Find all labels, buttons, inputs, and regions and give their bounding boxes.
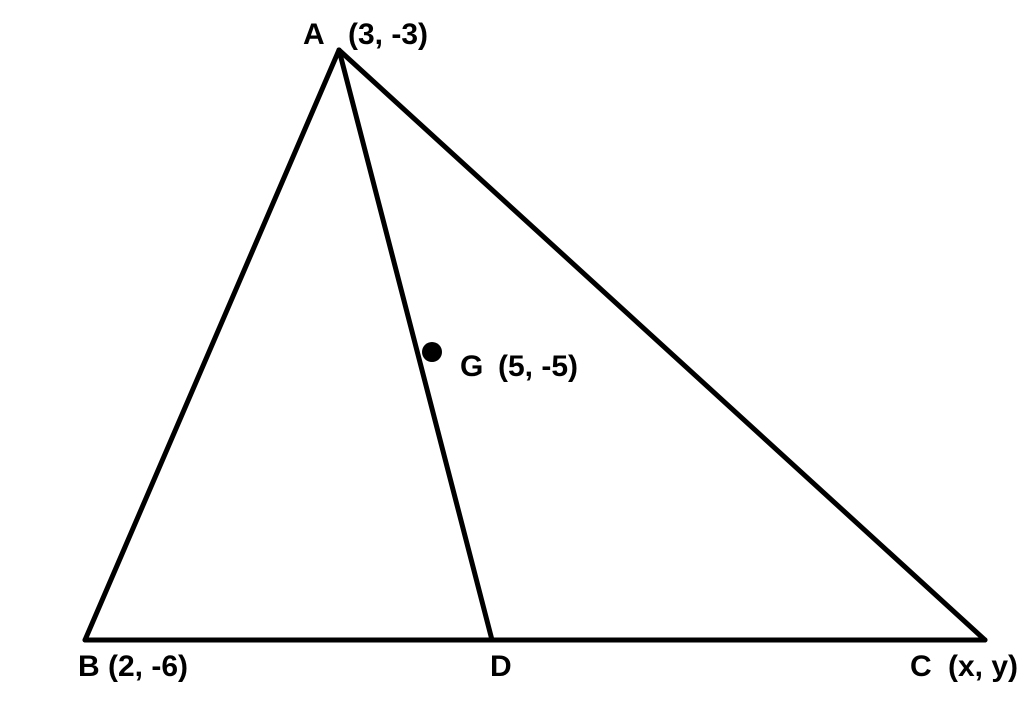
vertex-B-label: B bbox=[78, 650, 100, 684]
edge-AB bbox=[85, 50, 339, 640]
centroid-point bbox=[422, 342, 442, 362]
vertex-D-label: D bbox=[490, 650, 512, 684]
vertex-A-coord: (3, -3) bbox=[348, 18, 428, 52]
triangle-diagram: A (3, -3) B (2, -6) C (x, y) D G (5, -5) bbox=[0, 0, 1024, 712]
vertex-C-label: C bbox=[910, 650, 932, 684]
vertex-C-coord: (x, y) bbox=[948, 650, 1018, 684]
edge-AD bbox=[339, 50, 492, 640]
centroid-G-label: G bbox=[460, 350, 483, 384]
vertex-A-label: A bbox=[303, 18, 325, 52]
centroid-G-coord: (5, -5) bbox=[498, 350, 578, 384]
vertex-B-coord: (2, -6) bbox=[108, 650, 188, 684]
